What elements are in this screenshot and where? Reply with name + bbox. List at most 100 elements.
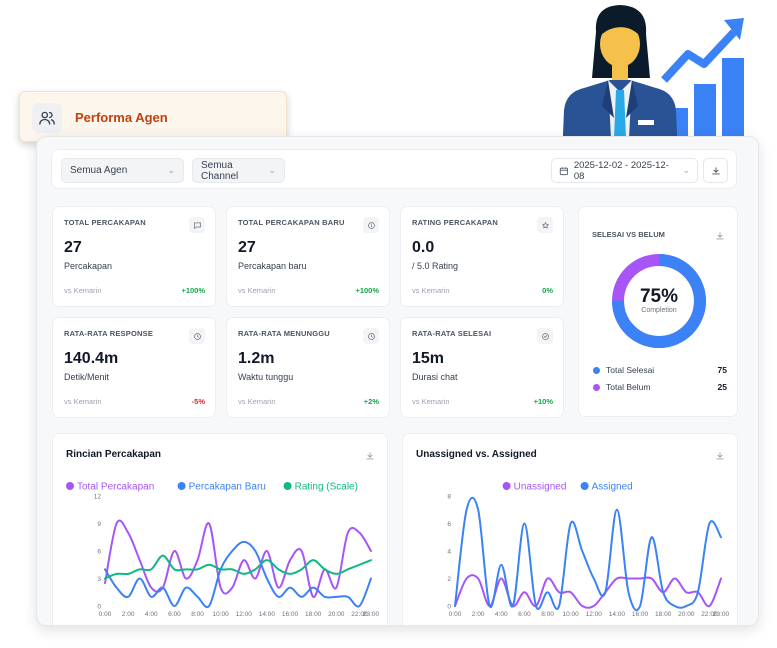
metric-unit: Waktu tunggu — [238, 372, 294, 382]
completion-title: SELESAI VS BELUM — [592, 230, 665, 239]
x-tick-label: 10:00 — [563, 611, 580, 618]
legend-dot — [593, 366, 600, 374]
star-icon — [537, 217, 553, 233]
metric-comparison-label: vs Kemarin — [64, 397, 102, 406]
x-tick-label: 18:00 — [655, 611, 672, 618]
x-tick-label: 12:00 — [236, 611, 253, 618]
date-range-picker[interactable]: 2025-12-02 - 2025-12-08 ⌄ — [551, 158, 698, 183]
metric-comparison-label: vs Kemarin — [412, 397, 450, 406]
info-icon — [363, 217, 379, 233]
x-tick-label: 6:00 — [168, 611, 181, 618]
dashboard-window: Semua Agen ⌄ Semua Channel ⌄ 2025-12-02 … — [36, 136, 759, 626]
agent-filter-value: Semua Agen — [70, 165, 128, 176]
download-button[interactable] — [703, 158, 728, 183]
channel-filter-select[interactable]: Semua Channel ⌄ — [192, 158, 285, 183]
legend-label[interactable]: Rating (Scale) — [295, 482, 358, 493]
metric-comparison-label: vs Kemarin — [412, 286, 450, 295]
completion-donut — [612, 254, 706, 348]
x-tick-label: 4:00 — [495, 611, 508, 618]
legend-dot — [502, 482, 511, 490]
legend-label[interactable]: Assigned — [592, 482, 633, 493]
metric-change: +100% — [355, 286, 379, 295]
x-tick-label: 20:00 — [678, 611, 695, 618]
chat-icon — [189, 217, 205, 233]
metric-value: 140.4m — [64, 350, 119, 367]
x-tick-label: 14:00 — [259, 611, 276, 618]
metric-value: 27 — [64, 239, 82, 256]
y-tick-label: 8 — [447, 494, 451, 501]
chart-title: Rincian Percakapan — [66, 449, 162, 460]
rincian-percakapan-chart: Total Percakapan Percakapan Baru Rating (S… — [66, 482, 380, 618]
metric-value: 0.0 — [412, 239, 435, 256]
x-tick-label: 8:00 — [191, 611, 204, 618]
metric-unit: Percakapan — [64, 261, 113, 271]
metric-card: RATING PERCAKAPAN 0.0 / 5.0 Rating vs Ke… — [400, 206, 564, 307]
x-tick-label: 16:00 — [282, 611, 299, 618]
chart-legend: Total Percakapan Percakapan Baru Rating (S… — [66, 482, 358, 493]
legend-dot — [283, 482, 292, 490]
check-circle-icon — [537, 328, 553, 344]
metric-comparison-label: vs Kemarin — [238, 397, 276, 406]
y-tick-label: 2 — [447, 576, 451, 583]
download-icon[interactable] — [365, 448, 375, 466]
chart-legend: Unassigned Assigned — [502, 482, 633, 493]
agent-filter-select[interactable]: Semua Agen ⌄ — [61, 158, 184, 183]
metric-title: TOTAL PERCAKAPAN BARU — [238, 218, 345, 227]
download-icon[interactable] — [715, 228, 725, 246]
y-tick-label: 6 — [447, 521, 451, 528]
legend-item-selesai: Total Selesai 75 — [593, 365, 727, 375]
metric-title: RATING PERCAKAPAN — [412, 218, 499, 227]
metric-unit: Durasi chat — [412, 372, 458, 382]
x-tick-label: 6:00 — [518, 611, 531, 618]
metric-value: 1.2m — [238, 350, 275, 367]
x-tick-label: 2:00 — [472, 611, 485, 618]
legend-label[interactable]: Unassigned — [514, 482, 567, 493]
legend-value: 75 — [717, 365, 727, 375]
metric-change: -5% — [191, 397, 205, 406]
completion-card: SELESAI VS BELUM 75% Completion Total Se… — [578, 206, 738, 417]
x-tick-label: 23:00 — [363, 611, 380, 618]
x-tick-label: 12:00 — [586, 611, 603, 618]
y-tick-label: 3 — [97, 576, 101, 583]
y-tick-label: 9 — [97, 521, 101, 528]
metric-unit: Detik/Menit — [64, 372, 110, 382]
x-tick-label: 16:00 — [632, 611, 649, 618]
legend-label[interactable]: Total Percakapan — [77, 482, 154, 493]
x-tick-label: 10:00 — [213, 611, 230, 618]
page-header-badge: Performa Agen — [19, 91, 287, 142]
completion-label: Completion — [641, 307, 677, 314]
metric-card: TOTAL PERCAKAPAN 27 Percakapan vs Kemari… — [52, 206, 216, 307]
metric-change: 0% — [542, 286, 553, 295]
metric-change: +10% — [533, 397, 553, 406]
x-tick-label: 18:00 — [305, 611, 322, 618]
chart-title: Unassigned vs. Assigned — [416, 449, 537, 460]
legend-label: Total Selesai — [606, 365, 655, 375]
page-title: Performa Agen — [75, 110, 168, 125]
download-icon[interactable] — [715, 448, 725, 466]
metric-comparison-label: vs Kemarin — [238, 286, 276, 295]
metric-card: TOTAL PERCAKAPAN BARU 27 Percakapan baru… — [226, 206, 390, 307]
legend-label[interactable]: Percakapan Baru — [189, 482, 266, 493]
x-tick-label: 0:00 — [99, 611, 112, 618]
legend-dot — [66, 482, 74, 490]
metric-comparison-label: vs Kemarin — [64, 286, 102, 295]
series-line-rating-scale — [104, 554, 372, 580]
channel-filter-value: Semua Channel — [201, 159, 239, 182]
chevron-down-icon: ⌄ — [268, 165, 276, 175]
clock-icon — [363, 328, 379, 344]
x-tick-label: 14:00 — [609, 611, 626, 618]
legend-dot — [580, 482, 589, 490]
x-tick-label: 22:00 — [351, 611, 368, 618]
metric-card: RATA-RATA SELESAI 15m Durasi chat vs Kem… — [400, 317, 564, 418]
metric-title: TOTAL PERCAKAPAN — [64, 218, 146, 227]
legend-dot — [177, 482, 186, 490]
metric-unit: Percakapan baru — [238, 261, 307, 271]
legend-label: Total Belum — [606, 382, 651, 392]
y-tick-label: 4 — [447, 549, 451, 556]
x-tick-label: 22:00 — [701, 611, 718, 618]
metric-title: RATA-RATA MENUNGGU — [238, 329, 330, 338]
y-tick-label: 0 — [447, 604, 451, 611]
download-icon — [711, 166, 720, 174]
y-tick-label: 6 — [97, 549, 101, 556]
x-tick-label: 4:00 — [145, 611, 158, 618]
